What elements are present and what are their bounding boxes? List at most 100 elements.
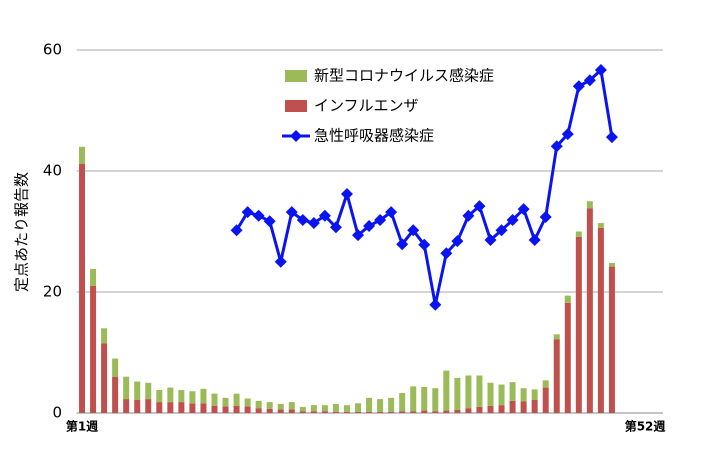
marker [495,224,508,237]
bar [112,358,119,377]
bar [531,399,538,413]
bar [476,406,483,413]
bar [542,380,549,388]
bar [299,411,306,413]
x-tick-label: 第1週 [66,419,98,434]
bar [542,387,549,413]
y-tick-label: 60 [43,41,62,59]
marker [329,221,342,234]
bar [233,393,240,406]
bar [399,411,406,413]
bar [321,405,328,412]
bar [156,402,163,413]
bar [90,285,97,413]
bar [79,146,86,164]
marker [252,209,265,222]
marker [539,210,552,223]
bar [575,231,582,237]
marker [241,206,254,219]
marker [396,238,409,251]
marker [263,215,276,228]
bar [266,408,273,413]
marker [374,214,387,227]
bar [343,405,350,412]
bar [443,410,450,413]
bar [355,403,362,412]
bar [332,403,339,412]
bar [388,411,395,413]
marker [528,233,541,246]
bar [343,411,350,413]
y-axis-label: 定点あたり報告数 [13,172,31,292]
marker [550,140,563,153]
bar [189,391,196,404]
bar [178,390,185,403]
bar [498,405,505,413]
bar [608,262,615,267]
bar [366,411,373,413]
legend-swatch [285,70,307,82]
bar [432,388,439,412]
bar [277,403,284,410]
bar [377,411,384,413]
marker [340,187,353,200]
legend-label: 急性呼吸器感染症 [314,127,434,145]
marker [385,206,398,219]
legend-label: 新型コロナウイルス感染症 [314,67,494,85]
bar [553,334,560,340]
bar [564,302,571,413]
marker [407,224,420,237]
bar [410,386,417,412]
marker [605,131,618,144]
marker [473,200,486,213]
y-tick-label: 0 [52,404,62,422]
marker [230,224,243,237]
bar [123,376,130,400]
y-tick-label: 20 [43,283,62,301]
bar [211,405,218,413]
bar [388,397,395,412]
bar [332,411,339,413]
bar [200,388,207,404]
bar [586,201,593,209]
bar [134,381,141,400]
bar [531,389,538,400]
bar [487,405,494,413]
bar [465,408,472,413]
bar [277,409,284,413]
bar [244,406,251,413]
marker [429,298,442,311]
marker [451,235,464,248]
bar [432,411,439,413]
bar [266,402,273,409]
marker [583,74,596,87]
bar [366,397,373,412]
bar [310,411,317,413]
bar [597,223,604,228]
bar [564,295,571,303]
bar [112,376,119,413]
marker [517,203,530,216]
bar [299,406,306,412]
bar [377,399,384,412]
marker [506,214,519,227]
bar [355,411,362,413]
bar [553,339,560,413]
bar [454,409,461,413]
bar [476,375,483,407]
y-tick-label: 40 [43,162,62,180]
bar [178,402,185,413]
bar [288,409,295,413]
bar [189,403,196,413]
bar [410,411,417,413]
marker [594,63,607,76]
bar [443,370,450,411]
bar [222,397,229,407]
bar [520,401,527,413]
bar [244,398,251,407]
bar [310,405,317,412]
bar [575,236,582,413]
marker [318,209,331,222]
